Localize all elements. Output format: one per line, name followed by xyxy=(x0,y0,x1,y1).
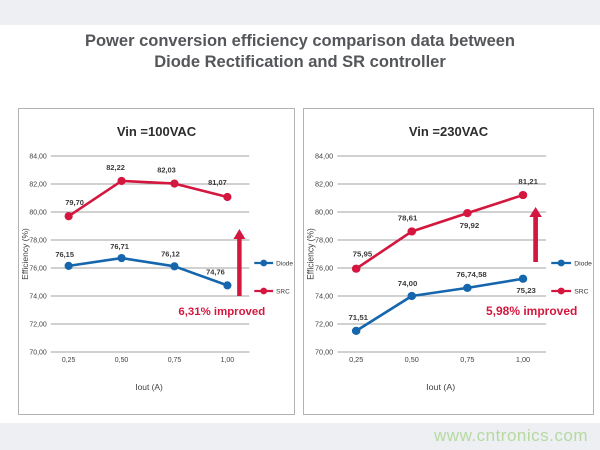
x-axis-label: Iout (A) xyxy=(426,382,455,392)
x-tick-label: 0,25 xyxy=(349,356,363,364)
x-tick-label: 0,75 xyxy=(460,356,474,364)
y-tick-label: 74,00 xyxy=(29,293,46,300)
series-line-src xyxy=(354,193,525,270)
data-point-src xyxy=(463,209,472,218)
x-tick-label: 0,25 xyxy=(62,357,76,364)
x-tick-label: 1,00 xyxy=(221,357,235,364)
page-title-line-2: Diode Rectification and SR controller xyxy=(154,53,446,71)
data-point-diode xyxy=(407,291,417,301)
y-tick-label: 80,00 xyxy=(29,209,46,216)
data-point-diode xyxy=(117,253,126,263)
page-title-line-1: Power conversion efficiency comparison d… xyxy=(84,32,516,50)
data-point-label: 74,00 xyxy=(398,279,418,288)
data-point-diode xyxy=(518,274,528,283)
data-point-label: 75,95 xyxy=(353,250,373,259)
chart-title-100vac: Vin =100VAC xyxy=(116,124,197,139)
top-band xyxy=(0,0,600,25)
data-point-label: 71,51 xyxy=(348,313,368,322)
data-point-label: 82,03 xyxy=(157,166,176,175)
legend-label: Diode xyxy=(574,260,592,267)
legend-marker-dot xyxy=(557,259,565,267)
data-point-label: 75,23 xyxy=(516,286,536,295)
y-tick-label: 82,00 xyxy=(315,181,333,189)
x-tick-label: 1,00 xyxy=(516,356,530,364)
x-tick-label: 0,75 xyxy=(168,357,182,364)
watermark: www.cntronics.com xyxy=(434,426,588,445)
data-point-label: 76,71 xyxy=(110,242,129,251)
series-line-diode xyxy=(354,277,525,333)
x-tick-label: 0,50 xyxy=(115,357,129,364)
data-point-label: 76,12 xyxy=(161,249,180,258)
y-tick-label: 78,00 xyxy=(315,237,333,245)
data-point-label: 74,76 xyxy=(206,267,225,276)
data-point-src xyxy=(170,179,179,188)
data-point-label: 82,22 xyxy=(106,163,125,172)
data-point-label: 79,70 xyxy=(65,198,84,207)
y-tick-label: 74,00 xyxy=(315,293,333,301)
data-point-src xyxy=(518,190,528,200)
y-axis-label: Efficiency (%) xyxy=(305,228,315,280)
improved-annotation: 6,31% improved xyxy=(178,306,265,318)
data-point-label: 78,61 xyxy=(398,214,418,223)
x-axis-label: Iout (A) xyxy=(135,382,163,392)
series-line-src xyxy=(67,179,229,218)
series-line-diode xyxy=(67,256,229,287)
legend-label: Diode xyxy=(276,260,293,267)
improved-annotation: 5,98% improved xyxy=(486,305,577,318)
y-tick-label: 78,00 xyxy=(29,237,46,244)
data-point-label: 79,92 xyxy=(460,221,480,230)
x-tick-label: 0,50 xyxy=(405,356,419,364)
page-title: Power conversion efficiency comparison d… xyxy=(0,31,600,73)
improvement-arrow-head xyxy=(233,229,246,239)
y-tick-label: 70,00 xyxy=(315,349,333,357)
data-point-label: 76,15 xyxy=(55,250,74,259)
legend-marker-dot xyxy=(260,287,268,295)
data-point-diode xyxy=(351,326,361,335)
data-point-label: 76,74,58 xyxy=(456,270,487,279)
data-point-src xyxy=(64,212,73,221)
y-tick-label: 76,00 xyxy=(315,265,333,273)
y-tick-label: 72,00 xyxy=(29,321,46,328)
chart-230vac: 84,00 82,00 80,00 78,00 76,00 74,00 72,00 70,00… xyxy=(305,153,592,392)
legend-label: SRC xyxy=(276,288,290,295)
y-tick-label: 72,00 xyxy=(315,321,333,329)
data-point-src xyxy=(351,264,361,273)
improvement-arrow-head xyxy=(529,207,542,217)
y-axis-label: Efficiency (%) xyxy=(20,228,30,280)
data-point-diode xyxy=(223,281,232,290)
y-tick-label: 80,00 xyxy=(315,209,333,217)
legend-marker-dot xyxy=(260,259,268,267)
data-point-src xyxy=(407,227,417,236)
data-point-src xyxy=(223,192,232,202)
y-tick-label: 84,00 xyxy=(315,153,333,161)
legend-marker-dot xyxy=(557,287,565,295)
data-point-diode xyxy=(64,261,73,270)
y-tick-label: 76,00 xyxy=(29,265,46,272)
chart-title-230vac: Vin =230VAC xyxy=(408,124,489,139)
chart-panel-100vac: Vin =100VAC 84,00 82,00 80,00 78,00 76,00 74,… xyxy=(18,108,295,415)
chart-100vac: 84,00 82,00 80,00 78,00 76,00 74,00 72,00 70,00… xyxy=(20,153,293,392)
y-tick-label: 70,00 xyxy=(29,349,46,356)
legend-label: SRC xyxy=(574,288,589,295)
data-point-label: 81,07 xyxy=(208,178,227,187)
data-point-label: 81,21 xyxy=(518,177,538,186)
data-point-diode xyxy=(170,262,179,271)
data-point-diode xyxy=(463,283,472,292)
y-tick-label: 82,00 xyxy=(29,181,46,188)
bottom-band: www.cntronics.com xyxy=(0,423,600,450)
data-point-src xyxy=(117,176,126,186)
chart-panel-230vac: Vin =230VAC 84,00 82,00 80,00 78,00 76,00 74,… xyxy=(303,108,594,415)
y-tick-label: 84,00 xyxy=(29,153,46,160)
